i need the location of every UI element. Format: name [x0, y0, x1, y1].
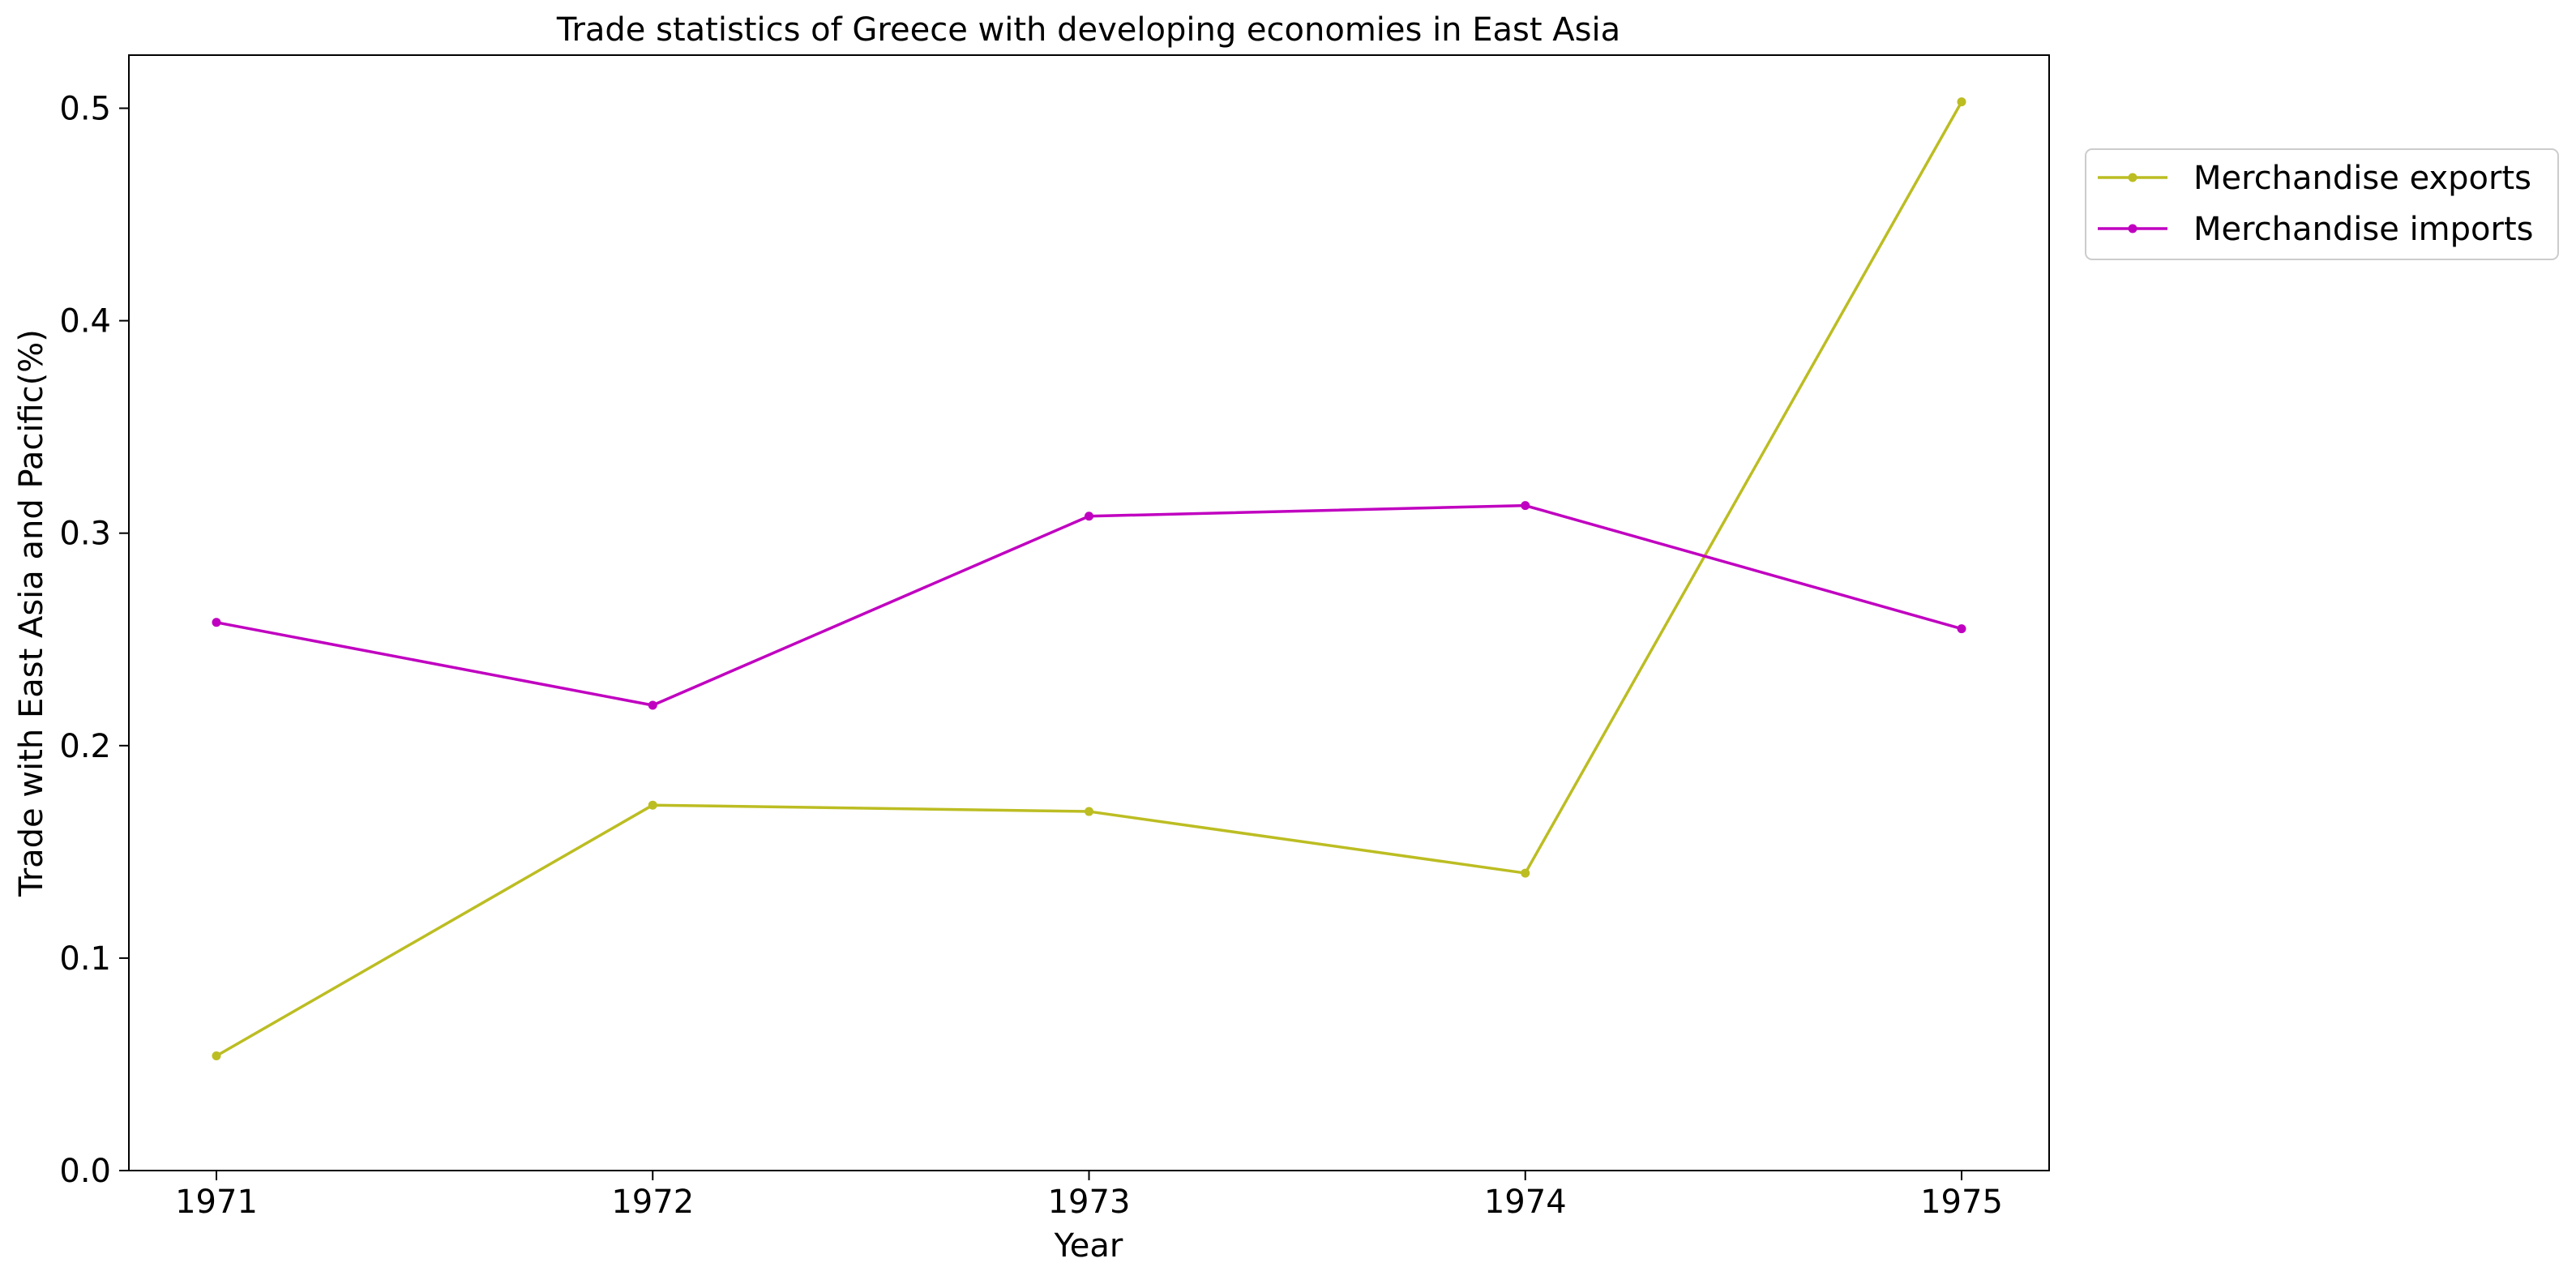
x-tick-label: 1974 [1484, 1184, 1567, 1221]
data-point [1957, 624, 1966, 634]
y-axis: 0.0 0.1 0.2 0.3 0.4 0.5 [59, 91, 129, 1190]
series-merchandise-exports [212, 97, 1966, 1060]
data-point [648, 700, 657, 710]
legend-label: Merchandise exports [2193, 160, 2531, 197]
x-axis: 1971 1972 1973 1974 1975 [175, 1171, 2003, 1221]
legend-marker [2128, 173, 2137, 182]
legend-item: Merchandise exports [2098, 160, 2531, 197]
chart-title: Trade statistics of Greece with developi… [556, 11, 1620, 49]
data-point [1085, 807, 1093, 816]
data-point [212, 1051, 221, 1060]
x-tick-label: 1971 [175, 1184, 258, 1221]
x-tick-label: 1975 [1920, 1184, 2003, 1221]
x-axis-label: Year [1054, 1227, 1123, 1265]
series-layer [212, 97, 1966, 1060]
data-point [1957, 97, 1966, 107]
y-tick-label: 0.4 [59, 303, 111, 340]
data-point [212, 618, 221, 627]
data-point [1085, 512, 1093, 521]
y-axis-label: Trade with East Asia and Pacific(%) [13, 329, 50, 897]
legend-label: Merchandise imports [2193, 211, 2533, 248]
y-tick-label: 0.0 [59, 1153, 111, 1190]
x-tick-label: 1972 [611, 1184, 694, 1221]
legend-item: Merchandise imports [2098, 211, 2533, 248]
x-tick-label: 1973 [1048, 1184, 1131, 1221]
legend-marker [2128, 224, 2137, 233]
legend-box [2085, 148, 2559, 260]
y-tick-label: 0.1 [59, 940, 111, 978]
y-tick-label: 0.5 [59, 91, 111, 128]
data-point [1521, 501, 1530, 511]
y-tick-label: 0.3 [59, 516, 111, 553]
series-merchandise-imports [212, 501, 1966, 710]
data-point [1521, 868, 1530, 878]
legend: Merchandise exports Merchandise imports [2085, 148, 2559, 260]
y-tick-label: 0.2 [59, 728, 111, 765]
data-point [648, 800, 657, 810]
